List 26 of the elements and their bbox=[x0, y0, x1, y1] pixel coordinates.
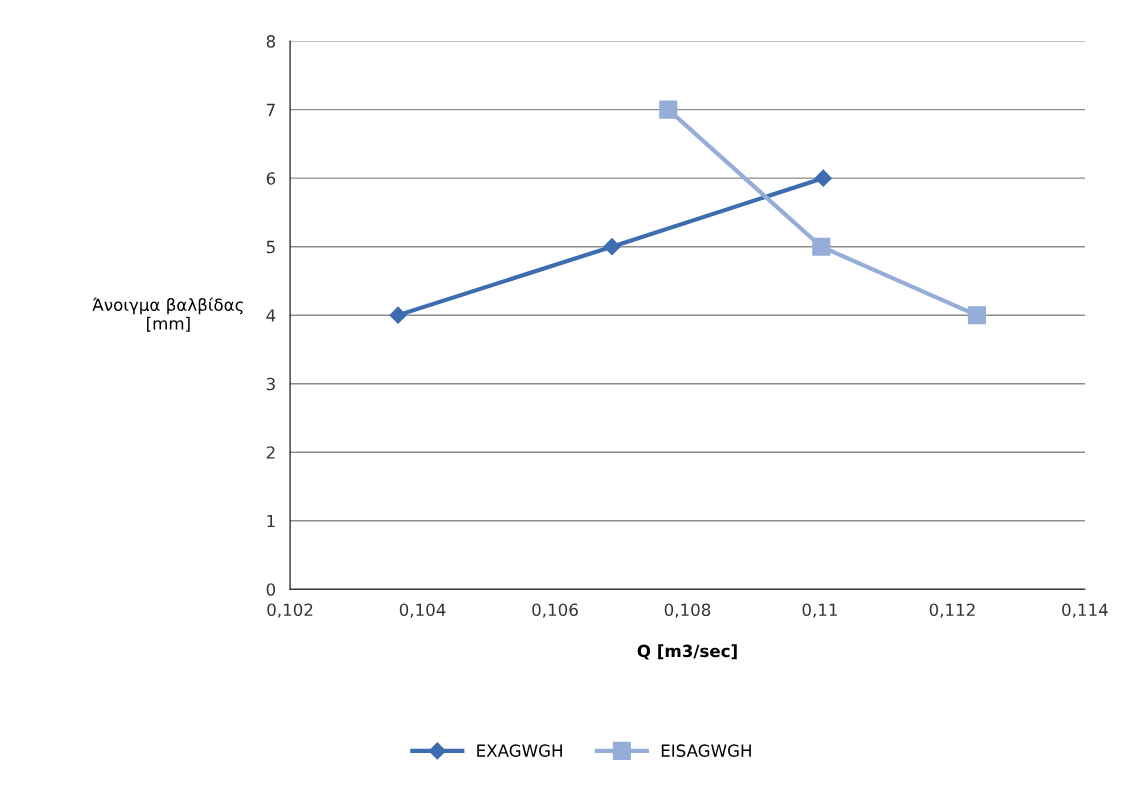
y-tick-label: 4 bbox=[266, 309, 276, 322]
x-tick-label: 0,114 bbox=[1062, 603, 1108, 618]
x-tick-label: 0,112 bbox=[929, 603, 975, 618]
point bbox=[812, 237, 831, 256]
y-tick-label: 0 bbox=[266, 583, 276, 596]
y-tick-label: 1 bbox=[267, 514, 275, 528]
legend-label: EISAGWGH bbox=[661, 744, 751, 757]
y-tick-label: 5 bbox=[266, 240, 275, 254]
x-tick-label: 0,108 bbox=[664, 603, 711, 618]
y-tick-label: 8 bbox=[266, 35, 276, 48]
x-tick-label: 0,102 bbox=[267, 603, 313, 618]
x-tick-label: 0,106 bbox=[532, 603, 578, 618]
y-tick-label: 7 bbox=[266, 103, 275, 116]
point bbox=[389, 306, 407, 324]
y-tick-label: 6 bbox=[266, 172, 276, 185]
legend-label: EXAGWGH bbox=[477, 744, 562, 757]
point bbox=[603, 238, 621, 256]
y-axis-title: Άνοιγμα βαλβίδας [mm] bbox=[92, 297, 243, 332]
point bbox=[659, 100, 678, 119]
y-tick-label: 2 bbox=[266, 446, 275, 459]
y-tick-label: 3 bbox=[266, 377, 275, 391]
x-axis-title: Q [m3/sec] bbox=[637, 644, 737, 660]
x-tick-label: 0,104 bbox=[399, 603, 446, 618]
x-tick-label: 0,11 bbox=[802, 603, 837, 618]
point bbox=[967, 306, 986, 325]
point bbox=[814, 169, 832, 187]
